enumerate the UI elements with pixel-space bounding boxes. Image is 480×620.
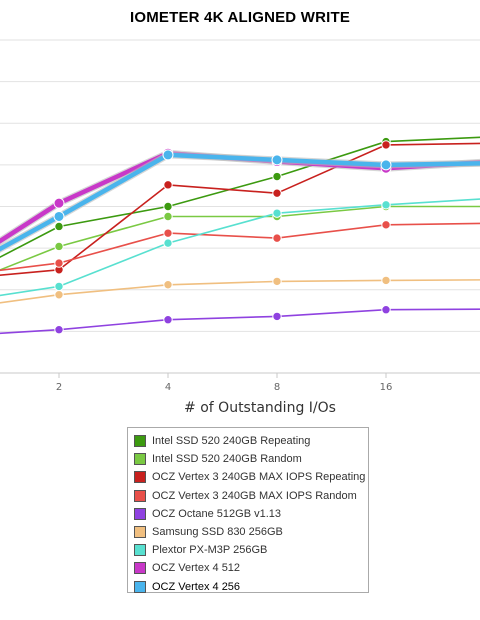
- data-point: [54, 258, 64, 268]
- data-point: [54, 325, 64, 335]
- legend-item: OCZ Vertex 3 240GB MAX IOPS Random: [134, 487, 368, 505]
- legend-label: Plextor PX-M3P 256GB: [152, 544, 268, 557]
- x-tick-label: 8: [274, 382, 280, 393]
- series-layer: [0, 136, 480, 335]
- data-point: [381, 275, 391, 286]
- data-point: [163, 201, 173, 212]
- series-line: [0, 142, 480, 277]
- legend-swatch: [134, 526, 146, 539]
- data-point: [381, 200, 391, 210]
- legend-label: OCZ Vertex 3 240GB MAX IOPS Random: [152, 489, 357, 502]
- series-4: [0, 305, 480, 335]
- data-point: [54, 290, 64, 300]
- legend-label: OCZ Vertex 3 240GB MAX IOPS Repeating: [152, 471, 366, 484]
- series-line: [0, 136, 480, 259]
- legend: Intel SSD 520 240GB Repeating Intel SSD 5…: [127, 427, 369, 593]
- data-point: [272, 311, 282, 322]
- series-line: [0, 308, 480, 335]
- legend-item: OCZ Vertex 3 240GB MAX IOPS Repeating: [134, 468, 368, 486]
- data-point: [163, 238, 173, 248]
- legend-label: Intel SSD 520 240GB Repeating: [152, 435, 311, 448]
- plot-area: 2 4 8 16: [0, 39, 480, 393]
- legend-item: OCZ Vertex 4 512: [134, 559, 368, 577]
- data-point: [54, 221, 64, 232]
- legend-item: OCZ Vertex 4 256: [134, 578, 368, 596]
- data-point: [163, 228, 173, 238]
- legend-swatch: [134, 544, 146, 557]
- data-point: [381, 140, 391, 150]
- data-point: [163, 180, 173, 190]
- series-3: [0, 220, 480, 272]
- data-point: [381, 220, 391, 230]
- series-line-shadow: [0, 151, 480, 253]
- legend-swatch: [134, 562, 146, 575]
- legend-item: Intel SSD 520 240GB Repeating: [134, 432, 368, 450]
- data-point: [380, 159, 392, 171]
- data-point: [381, 305, 391, 315]
- legend-label: OCZ Vertex 4 512: [152, 562, 241, 575]
- data-point: [54, 281, 64, 292]
- data-point: [54, 241, 64, 252]
- legend-swatch: [134, 580, 146, 593]
- x-axis-label: # of Outstanding I/Os: [184, 400, 336, 416]
- legend-swatch: [134, 435, 146, 448]
- series-line: [0, 198, 480, 297]
- data-point: [271, 154, 283, 166]
- data-point: [162, 149, 174, 161]
- chart-title: IOMETER 4K ALIGNED WRITE: [129, 9, 351, 26]
- legend-swatch: [134, 489, 146, 502]
- legend-label: OCZ Vertex 4 256: [152, 580, 241, 593]
- x-tick-label: 4: [165, 382, 171, 393]
- legend-swatch: [134, 453, 146, 466]
- series-line: [0, 222, 480, 272]
- data-point: [53, 210, 65, 222]
- series-line: [0, 279, 480, 304]
- x-tick-label: 2: [56, 382, 62, 393]
- series-line: [0, 152, 480, 252]
- data-point: [163, 211, 173, 222]
- gridlines: [0, 39, 480, 374]
- legend-label: Intel SSD 520 240GB Random: [152, 453, 302, 466]
- data-point: [272, 171, 282, 182]
- data-point: [163, 280, 173, 290]
- legend-swatch: [134, 507, 146, 520]
- series-8: [0, 149, 480, 253]
- legend-swatch: [134, 471, 146, 484]
- data-point: [272, 188, 282, 198]
- data-point: [53, 197, 65, 209]
- legend-item: Intel SSD 520 240GB Random: [134, 450, 368, 468]
- series-2: [0, 140, 480, 277]
- legend-item: Plextor PX-M3P 256GB: [134, 541, 368, 559]
- data-point: [272, 208, 282, 218]
- series-6: [0, 198, 480, 297]
- series-5: [0, 275, 480, 304]
- data-point: [272, 276, 282, 287]
- legend-label: Samsung SSD 830 256GB: [152, 526, 283, 539]
- data-point: [272, 233, 282, 243]
- legend-label: OCZ Octane 512GB v1.13: [152, 507, 282, 520]
- data-point: [163, 315, 173, 325]
- series-line: [0, 205, 480, 271]
- x-tick-label: 16: [380, 382, 393, 393]
- legend-item: Samsung SSD 830 256GB: [134, 523, 368, 541]
- x-axis-ticks: 2 4 8 16: [56, 373, 393, 393]
- legend-item: OCZ Octane 512GB v1.13: [134, 505, 368, 523]
